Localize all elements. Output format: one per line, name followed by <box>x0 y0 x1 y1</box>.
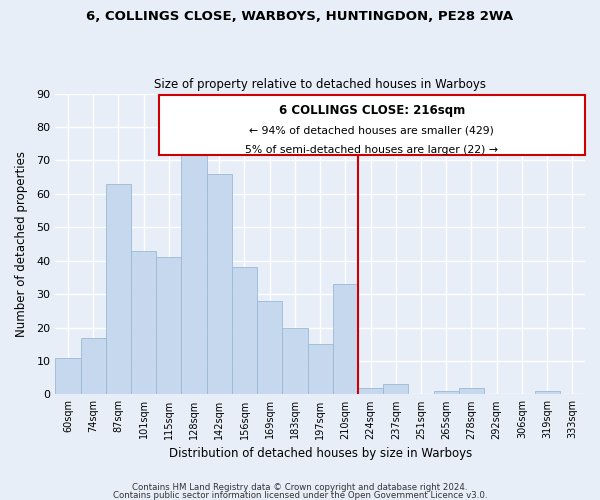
Title: Size of property relative to detached houses in Warboys: Size of property relative to detached ho… <box>154 78 486 91</box>
Bar <box>156 258 181 394</box>
Bar <box>232 268 257 394</box>
Bar <box>181 147 206 394</box>
Bar <box>283 328 308 394</box>
Text: 6 COLLINGS CLOSE: 216sqm: 6 COLLINGS CLOSE: 216sqm <box>279 104 465 117</box>
Bar <box>55 358 80 395</box>
Text: ← 94% of detached houses are smaller (429): ← 94% of detached houses are smaller (42… <box>250 126 494 136</box>
FancyBboxPatch shape <box>159 95 585 156</box>
Text: 5% of semi-detached houses are larger (22) →: 5% of semi-detached houses are larger (2… <box>245 146 499 156</box>
Y-axis label: Number of detached properties: Number of detached properties <box>15 151 28 337</box>
Bar <box>434 391 459 394</box>
Bar <box>308 344 333 395</box>
Bar <box>535 391 560 394</box>
Bar <box>80 338 106 394</box>
Bar <box>257 301 283 394</box>
Text: Contains HM Land Registry data © Crown copyright and database right 2024.: Contains HM Land Registry data © Crown c… <box>132 484 468 492</box>
Bar <box>206 174 232 394</box>
X-axis label: Distribution of detached houses by size in Warboys: Distribution of detached houses by size … <box>169 447 472 460</box>
Bar <box>358 388 383 394</box>
Text: Contains public sector information licensed under the Open Government Licence v3: Contains public sector information licen… <box>113 491 487 500</box>
Text: 6, COLLINGS CLOSE, WARBOYS, HUNTINGDON, PE28 2WA: 6, COLLINGS CLOSE, WARBOYS, HUNTINGDON, … <box>86 10 514 23</box>
Bar <box>459 388 484 394</box>
Bar <box>106 184 131 394</box>
Bar <box>383 384 409 394</box>
Bar <box>131 250 156 394</box>
Bar <box>333 284 358 395</box>
